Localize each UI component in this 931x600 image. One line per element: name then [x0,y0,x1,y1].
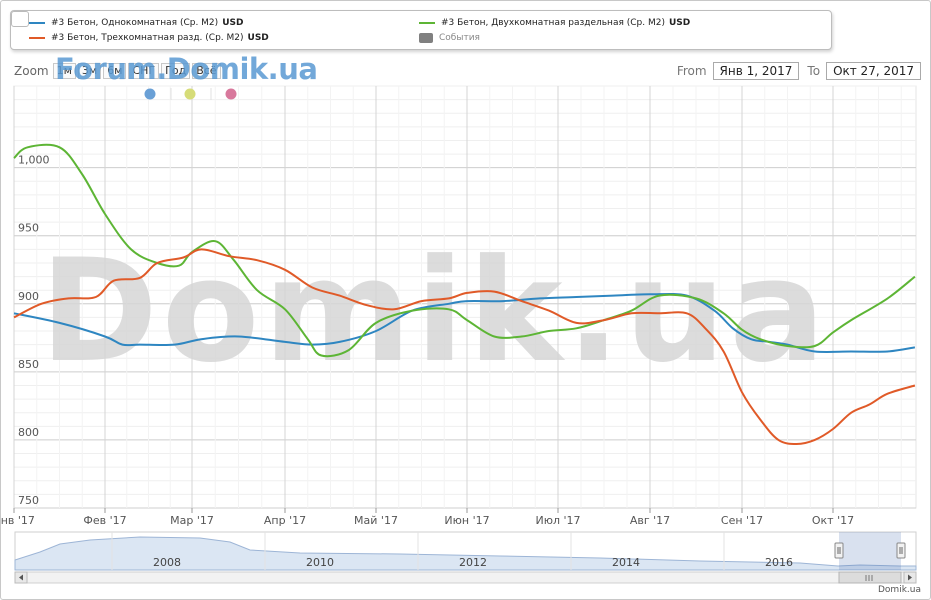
y-tick-label: 850 [18,358,39,371]
x-tick-label: Май '17 [354,514,398,527]
x-tick-label: Авг '17 [630,514,670,527]
zoom-year-button[interactable]: Год [161,63,191,79]
x-tick-label: Апр '17 [264,514,306,527]
legend-swatch-3room [29,37,45,39]
x-tick-label: Июл '17 [535,514,580,527]
legend-swatch-events [419,33,433,43]
event-marker [184,88,196,100]
from-label: From [676,64,707,78]
to-label: To [807,64,821,78]
legend-item-events[interactable]: События [419,31,480,45]
y-tick-label: 1,000 [18,154,50,167]
scroll-left-button[interactable] [14,571,28,584]
navigator-right-handle[interactable] [896,542,906,559]
navigator-year-label: 2008 [153,556,181,569]
navigator-year-label: 2012 [459,556,487,569]
zoom-label: Zoom [14,64,49,78]
zoom-6m-button[interactable]: 6м [103,63,127,79]
handle-body [834,542,844,559]
y-tick-label: 950 [18,222,39,235]
x-tick-label: Сен '17 [721,514,763,527]
scroll-right-arrow-icon [908,574,912,581]
legend-item-3room[interactable]: #3 Бетон, Трехкомнатная разд. (Ср. M2) US… [29,31,269,45]
legend-swatch-1room [29,22,45,24]
y-tick-label: 750 [18,494,39,507]
event-marker [225,88,237,100]
from-date-input[interactable]: Янв 1, 2017 [712,62,800,80]
credit-label: Domik.ua [878,585,921,595]
scrollbar-track [14,571,917,584]
legend-label-2room: #3 Бетон, Двухкомнатная раздельная (Ср. … [441,18,665,28]
x-tick-label: Окт '17 [812,514,854,527]
forum-watermark: Forum.Domik.ua [55,52,318,86]
navigator-year-label: 2014 [612,556,640,569]
zoom-3m-button[interactable]: 3м [77,63,102,79]
scroll-left-arrow-icon [19,574,23,581]
thumb-body [838,571,902,584]
navigator-area [14,536,917,571]
x-tick-label: Мар '17 [170,514,214,527]
legend-label-events: События [439,33,480,43]
navigator-year-label: 2010 [306,556,334,569]
zoom-ytd-button[interactable]: СНГ [128,63,160,79]
legend-item-1room[interactable]: #3 Бетон, Однокомнатная (Ср. M2) USD [29,16,243,30]
legend-unit-3room: USD [247,33,269,43]
date-range: From Янв 1, 2017 To Окт 27, 2017 [677,62,921,80]
x-tick-label: Июн '17 [444,514,489,527]
legend-swatch-2room [419,22,435,24]
legend-item-2room[interactable]: #3 Бетон, Двухкомнатная раздельная (Ср. … [419,16,690,30]
legend-unit-1room: USD [222,18,244,28]
y-tick-label: 800 [18,426,39,439]
legend-unit-2room: USD [668,18,691,28]
navigator-selection [839,532,901,570]
y-tick-label: 900 [18,290,39,303]
x-tick-label: Янв '17 [0,514,35,527]
legend: #3 Бетон, Однокомнатная (Ср. M2) USD #3 Б… [10,10,832,50]
x-tick-label: Фев '17 [83,514,126,527]
zoom-bar: Zoom 1м 3м 6м СНГ Год Всё [14,62,223,80]
navigator-left-handle[interactable] [834,542,844,559]
legend-label-1room: #3 Бетон, Однокомнатная (Ср. M2) [51,18,219,28]
handle-body [896,542,906,559]
series-line-3room [13,248,916,445]
legend-toggle-button[interactable] [11,11,29,27]
legend-label-3room: #3 Бетон, Трехкомнатная разд. (Ср. M2) [51,33,244,43]
navigator-year-label: 2016 [765,556,793,569]
zoom-1m-button[interactable]: 1м [52,63,76,79]
to-date-input[interactable]: Окт 27, 2017 [826,62,921,80]
domik-watermark: Domik.ua [40,229,829,394]
scrollbar-thumb[interactable] [838,571,902,584]
event-marker [144,88,156,100]
zoom-all-button[interactable]: Всё [192,63,221,79]
scroll-right-button[interactable] [903,571,917,584]
